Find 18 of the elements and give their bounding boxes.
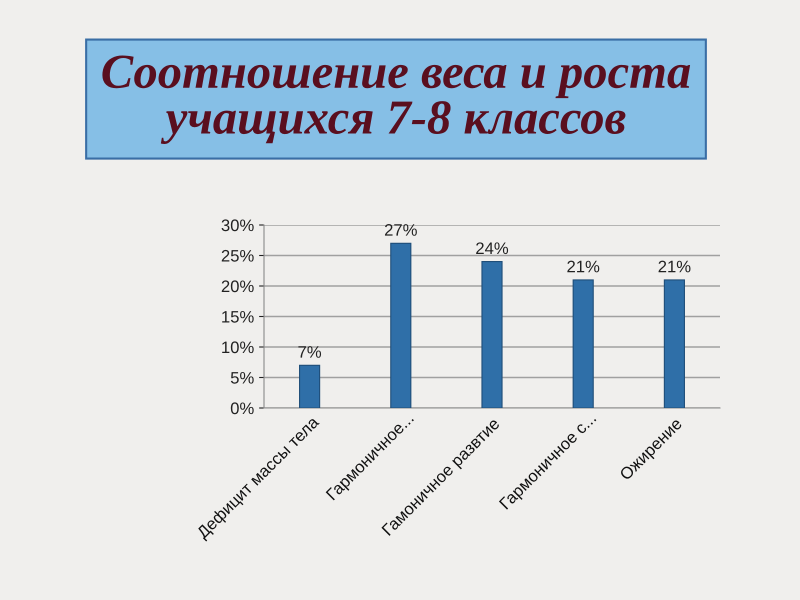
y-tick-label: 10%	[222, 341, 254, 354]
y-tick-label: 25%	[222, 250, 254, 262]
y-tick-label: 20%	[222, 280, 254, 292]
data-label: 7%	[298, 346, 322, 358]
y-tick-label: 30%	[222, 219, 254, 232]
bar	[664, 279, 685, 408]
y-tick-label: 5%	[230, 372, 254, 384]
data-label: 21%	[658, 260, 690, 272]
bar	[390, 242, 412, 408]
bar	[481, 261, 503, 408]
bar	[299, 364, 320, 408]
data-label: 24%	[476, 242, 508, 254]
bar	[572, 279, 594, 408]
data-label: 21%	[567, 260, 600, 272]
y-tick-label: 15%	[222, 310, 254, 323]
chart-title: Соотношение веса и роста учащихся 7-8 классов	[102, 56, 690, 144]
y-tick-label: 0%	[230, 402, 254, 414]
data-label: 27%	[384, 224, 417, 236]
